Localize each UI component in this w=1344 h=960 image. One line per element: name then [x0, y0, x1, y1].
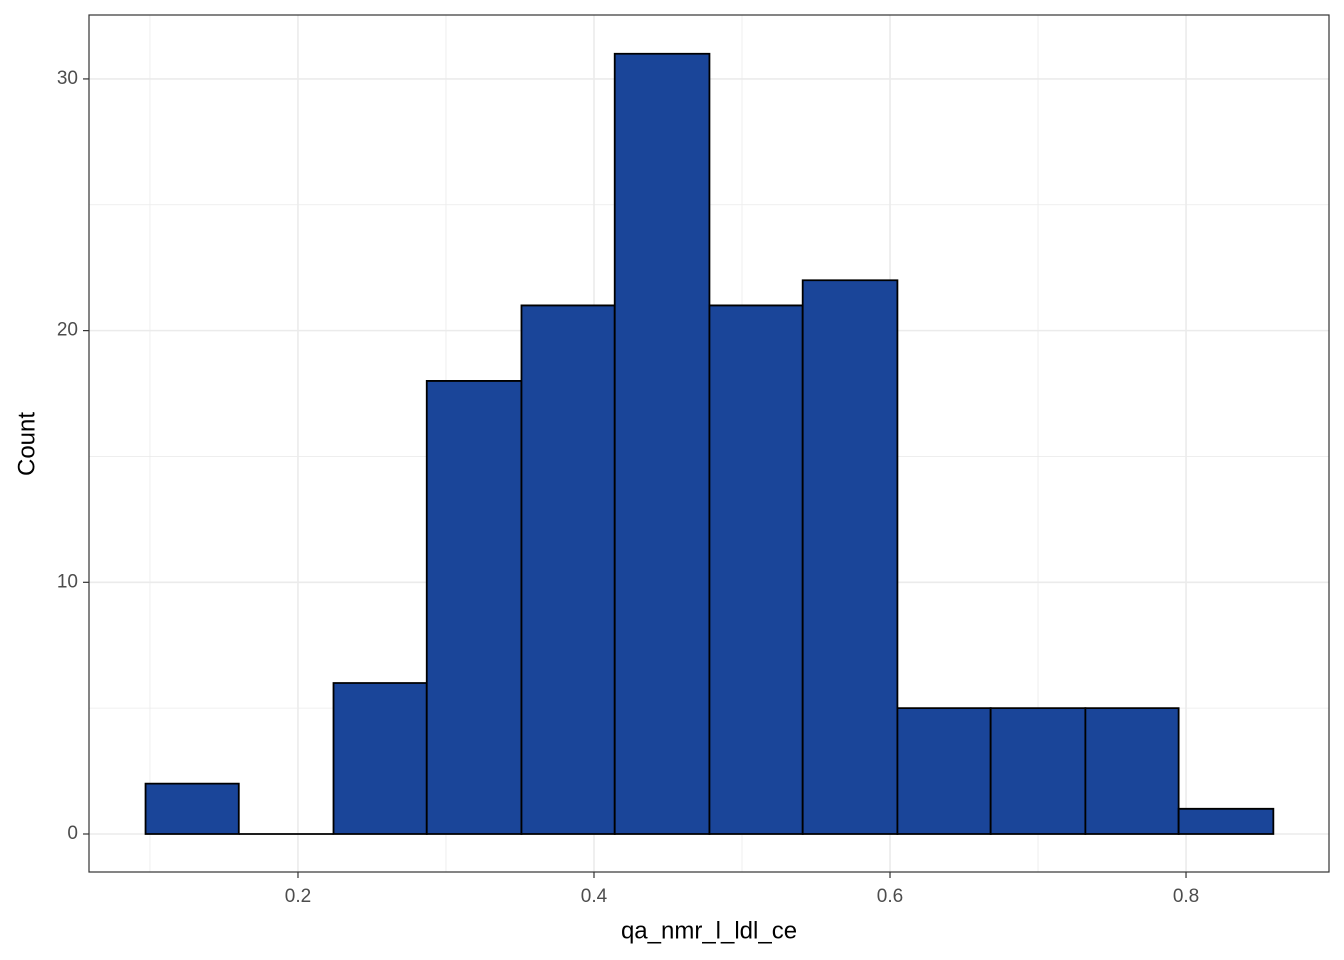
- bar: [989, 707, 1087, 835]
- bar: [896, 707, 992, 835]
- bar: [332, 682, 428, 835]
- bar: [1084, 707, 1180, 835]
- y-tick-label: 10: [57, 571, 78, 592]
- x-tick-label: 0.2: [285, 886, 311, 907]
- x-tick-label: 0.4: [581, 886, 608, 907]
- bar: [425, 380, 523, 835]
- y-tick-label: 20: [57, 320, 78, 341]
- x-tick-label: 0.8: [1173, 886, 1199, 907]
- x-tick-label: 0.6: [877, 886, 903, 907]
- bar: [520, 304, 616, 835]
- y-axis-label: Count: [13, 412, 40, 476]
- y-tick-label: 30: [57, 68, 78, 89]
- bar: [708, 304, 804, 835]
- bar: [144, 782, 240, 835]
- x-axis-label: qa_nmr_l_ldl_ce: [621, 917, 797, 944]
- y-tick-label: 0: [67, 823, 78, 844]
- bar: [613, 52, 711, 835]
- plot-border: [88, 14, 1330, 873]
- bar: [801, 279, 899, 835]
- bar: [1177, 807, 1275, 835]
